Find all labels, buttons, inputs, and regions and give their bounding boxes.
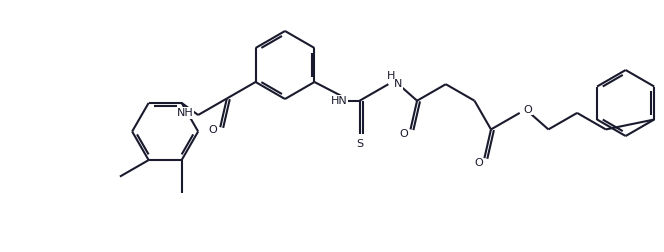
Text: O: O <box>399 130 408 139</box>
Text: S: S <box>356 139 363 149</box>
Text: N: N <box>394 79 402 89</box>
Text: O: O <box>523 105 532 115</box>
Text: O: O <box>474 158 483 168</box>
Text: HN: HN <box>331 96 348 106</box>
Text: H: H <box>387 71 396 81</box>
Text: NH: NH <box>177 108 193 118</box>
Text: O: O <box>209 125 218 135</box>
